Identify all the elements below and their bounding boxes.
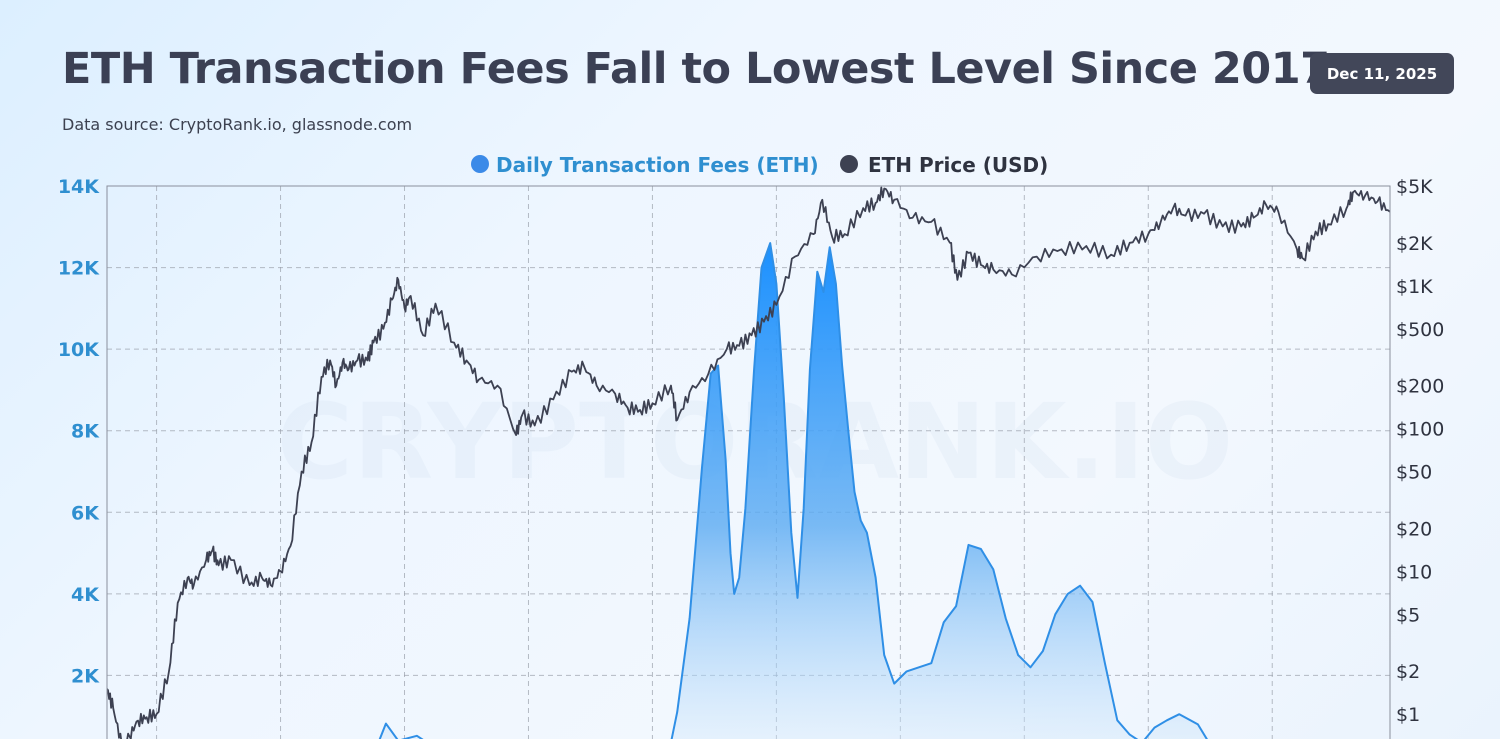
data-source-note: Data source: CryptoRank.io, glassnode.co…	[62, 115, 413, 134]
left-axis-tick-label: 12K	[58, 258, 100, 280]
right-axis-tick-label: $20	[1396, 518, 1432, 540]
right-axis-tick-label: $100	[1396, 419, 1444, 441]
chart-title: ETH Transaction Fees Fall to Lowest Leve…	[62, 44, 1330, 94]
left-axis-tick-label: 8K	[71, 421, 100, 443]
right-axis-tick-label: $500	[1396, 319, 1444, 341]
legend-price-marker	[840, 155, 858, 173]
left-axis-tick-label: 10K	[58, 339, 100, 361]
legend-fees-marker	[471, 155, 489, 173]
legend-price-label: ETH Price (USD)	[868, 153, 1048, 177]
plot-frame	[106, 185, 1391, 739]
price-line	[107, 186, 1390, 739]
right-axis-tick-label: $2K	[1396, 233, 1433, 255]
date-badge: Dec 11, 2025	[1310, 53, 1454, 94]
left-axis-tick-label: 4K	[71, 584, 100, 606]
right-axis-tick-label: $50	[1396, 462, 1432, 484]
legend-fees-label: Daily Transaction Fees (ETH)	[496, 153, 819, 177]
right-axis: $0.5$1$2$5$10$20$50$100$200$500$1K$2K$5K	[1396, 176, 1444, 726]
right-axis-tick-label: $200	[1396, 376, 1444, 398]
fees-line	[378, 242, 1208, 739]
right-axis-tick-label: $1	[1396, 704, 1420, 726]
left-axis: 2K 4K 6K 8K 10K 12K 14K	[58, 176, 100, 687]
right-axis-tick-label: $1K	[1396, 276, 1433, 298]
right-axis-tick-label: $2	[1396, 661, 1420, 683]
series-layer	[107, 186, 1390, 739]
right-axis-tick-label: $5K	[1396, 176, 1433, 198]
right-axis-tick-label: $5	[1396, 604, 1420, 626]
left-axis-tick-label: 6K	[71, 502, 100, 524]
fees-area	[379, 243, 1207, 739]
right-axis-tick-label: $10	[1396, 561, 1432, 583]
left-axis-tick-label: 2K	[71, 665, 100, 687]
left-axis-tick-label: 14K	[58, 176, 100, 198]
